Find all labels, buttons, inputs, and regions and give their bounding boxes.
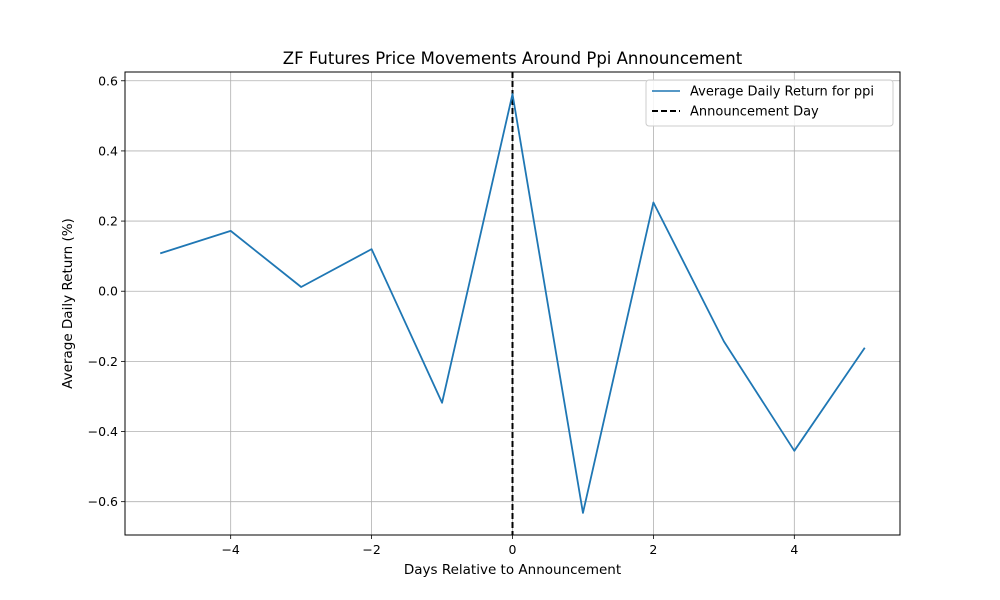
x-tick-label: −2 <box>362 542 380 557</box>
x-axis-label: Days Relative to Announcement <box>404 562 621 578</box>
legend-label-vline: Announcement Day <box>690 105 819 120</box>
legend: Average Daily Return for ppi Announcemen… <box>645 79 894 127</box>
y-tick-label: −0.4 <box>88 424 118 439</box>
series-line <box>159 93 866 514</box>
y-tick-label: 0.0 <box>98 284 118 299</box>
x-tick-label: 2 <box>649 542 657 557</box>
y-tick-label: 0.2 <box>98 214 118 229</box>
y-tick-label: 0.4 <box>98 143 118 158</box>
y-tick-label: −0.6 <box>88 494 118 509</box>
legend-box <box>645 79 894 127</box>
y-tick-label: −0.2 <box>88 354 118 369</box>
ticks: −4 −2 0 2 4 −0.6 −0.4 −0.2 0.0 0.2 0.4 0.6 <box>88 73 799 557</box>
x-tick-label: 4 <box>790 542 798 557</box>
y-tick-label: 0.6 <box>98 73 118 88</box>
chart-title: ZF Futures Price Movements Around Ppi An… <box>283 49 743 68</box>
x-tick-label: 0 <box>509 542 517 557</box>
y-axis-label: Average Daily Return (%) <box>60 218 76 389</box>
legend-label-series: Average Daily Return for ppi <box>690 85 874 100</box>
x-tick-label: −4 <box>221 542 239 557</box>
series-layer <box>159 93 866 514</box>
